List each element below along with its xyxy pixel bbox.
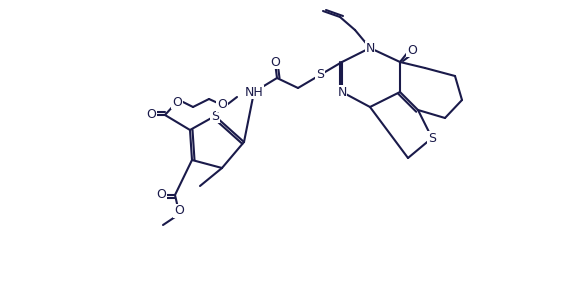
Text: O: O: [217, 98, 227, 112]
Text: NH: NH: [245, 86, 264, 98]
Text: O: O: [156, 189, 166, 201]
Text: O: O: [270, 55, 280, 69]
Text: S: S: [316, 69, 324, 82]
Text: N: N: [338, 86, 347, 98]
Text: O: O: [174, 205, 184, 218]
Text: O: O: [146, 108, 156, 121]
Text: O: O: [172, 96, 182, 108]
Text: S: S: [428, 131, 436, 144]
Text: S: S: [211, 110, 219, 123]
Text: N: N: [366, 42, 375, 55]
Text: O: O: [407, 44, 417, 57]
